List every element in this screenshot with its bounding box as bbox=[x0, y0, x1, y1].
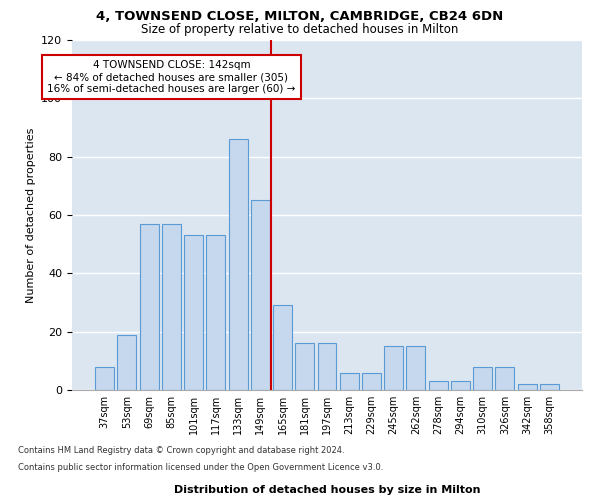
Bar bbox=[251, 200, 270, 390]
Bar bbox=[317, 344, 337, 390]
Bar bbox=[384, 346, 403, 390]
Bar bbox=[540, 384, 559, 390]
Bar bbox=[295, 344, 314, 390]
Bar bbox=[406, 346, 425, 390]
Bar bbox=[229, 139, 248, 390]
Text: 4, TOWNSEND CLOSE, MILTON, CAMBRIDGE, CB24 6DN: 4, TOWNSEND CLOSE, MILTON, CAMBRIDGE, CB… bbox=[97, 10, 503, 23]
Bar bbox=[140, 224, 158, 390]
Bar bbox=[451, 381, 470, 390]
Text: Distribution of detached houses by size in Milton: Distribution of detached houses by size … bbox=[174, 485, 480, 495]
Bar bbox=[362, 372, 381, 390]
Bar bbox=[518, 384, 536, 390]
Bar bbox=[118, 334, 136, 390]
Bar bbox=[273, 306, 292, 390]
Bar bbox=[429, 381, 448, 390]
Bar bbox=[496, 366, 514, 390]
Text: 4 TOWNSEND CLOSE: 142sqm
← 84% of detached houses are smaller (305)
16% of semi-: 4 TOWNSEND CLOSE: 142sqm ← 84% of detach… bbox=[47, 60, 296, 94]
Text: Size of property relative to detached houses in Milton: Size of property relative to detached ho… bbox=[142, 22, 458, 36]
Bar bbox=[162, 224, 181, 390]
Bar bbox=[473, 366, 492, 390]
Y-axis label: Number of detached properties: Number of detached properties bbox=[26, 128, 35, 302]
Bar bbox=[206, 236, 225, 390]
Bar bbox=[95, 366, 114, 390]
Bar bbox=[184, 236, 203, 390]
Text: Contains HM Land Registry data © Crown copyright and database right 2024.: Contains HM Land Registry data © Crown c… bbox=[18, 446, 344, 455]
Bar bbox=[340, 372, 359, 390]
Text: Contains public sector information licensed under the Open Government Licence v3: Contains public sector information licen… bbox=[18, 464, 383, 472]
